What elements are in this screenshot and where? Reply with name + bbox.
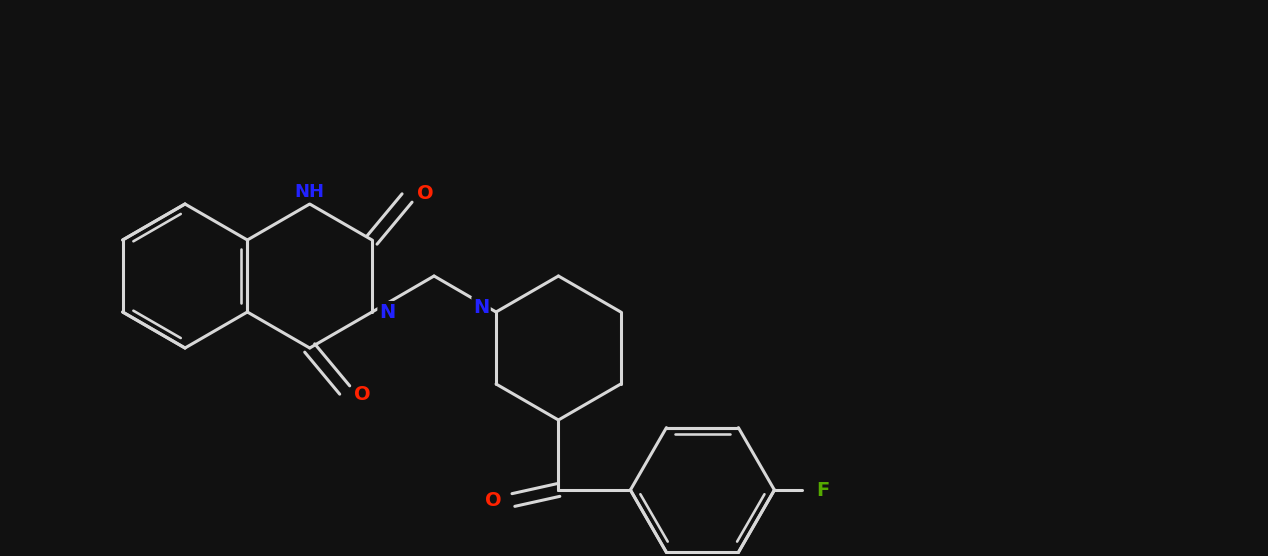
Text: O: O xyxy=(354,385,372,405)
Text: O: O xyxy=(417,183,434,202)
Text: F: F xyxy=(815,480,829,499)
Text: N: N xyxy=(379,302,396,321)
Text: O: O xyxy=(486,490,502,509)
Text: NH: NH xyxy=(294,183,325,201)
Text: N: N xyxy=(473,297,489,316)
